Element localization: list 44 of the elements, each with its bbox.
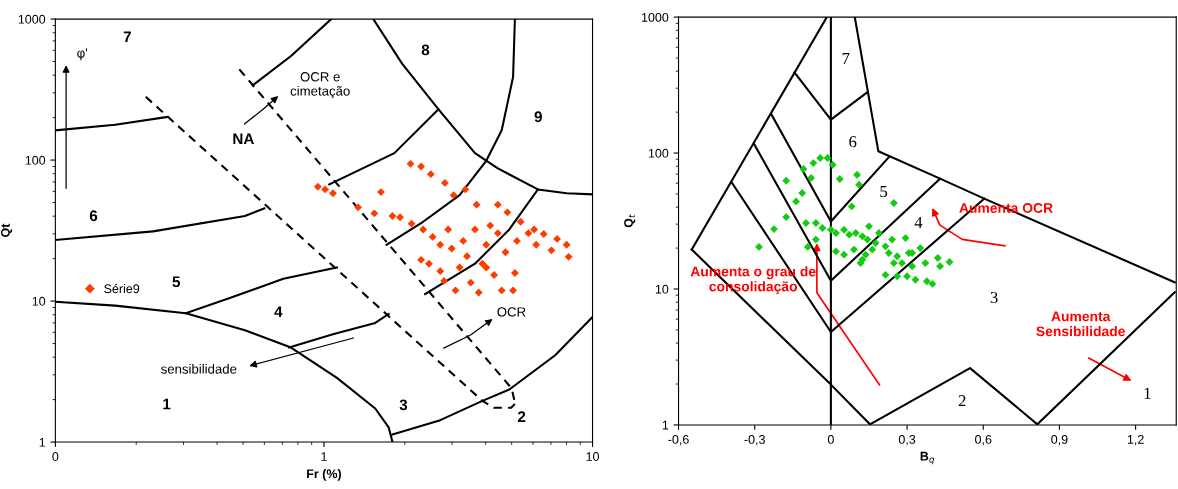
legend-label: Série9 — [104, 283, 140, 294]
annotation: OCR e cimetação — [290, 72, 350, 99]
y-tick-label: 10 — [32, 296, 46, 306]
x-tick-label: 10 — [586, 452, 599, 461]
annotation: 6 — [89, 210, 98, 222]
annotation: 5 — [172, 276, 181, 288]
annotation: φ' — [77, 48, 88, 61]
annotation: 2 — [958, 395, 966, 407]
y-tick-label: 10 — [655, 284, 669, 294]
annotation: 6 — [849, 136, 857, 148]
annotation: 7 — [123, 31, 131, 43]
annotation: 2 — [517, 411, 526, 422]
annotation: 3 — [990, 291, 998, 304]
annotation: Aumenta Sensibilidade — [1036, 311, 1125, 337]
annotation: 4 — [914, 216, 923, 228]
y-tick-label: 1000 — [641, 12, 669, 22]
x-axis-title: B$_{q}$ — [920, 451, 935, 465]
y-axis-title: Qt — [0, 223, 13, 237]
annotation: sensibilidade — [161, 364, 237, 374]
annotation: 4 — [274, 306, 283, 317]
x-axis-title: Fr (%) — [307, 468, 342, 481]
annotation: 9 — [534, 111, 542, 123]
annotation: 5 — [880, 185, 888, 198]
y-tick-label: 100 — [648, 148, 669, 158]
x-tick-label: 1 — [321, 452, 327, 461]
x-tick-label: -0,6 — [668, 434, 689, 446]
annotation: 1 — [163, 398, 171, 410]
y-tick-label: 1 — [662, 420, 669, 430]
x-tick-label: 0,3 — [898, 434, 916, 446]
annotation: 8 — [421, 44, 430, 56]
y-tick-label: 1000 — [18, 14, 46, 24]
x-tick-label: 0 — [827, 434, 834, 444]
annotation: 1 — [1144, 387, 1151, 399]
y-tick-label: 100 — [25, 155, 46, 165]
x-tick-label: 0,9 — [1051, 434, 1068, 446]
x-tick-label: -0,3 — [744, 434, 765, 446]
annotation: 7 — [842, 53, 850, 64]
x-tick-label: 1,2 — [1127, 434, 1144, 446]
annotation: OCR — [497, 307, 526, 317]
annotation: NA — [233, 133, 254, 144]
annotation: 3 — [399, 399, 408, 411]
x-tick-label: 0,6 — [975, 434, 992, 446]
x-tick-label: 0 — [52, 452, 59, 461]
y-axis-title: Q$_{t}$ — [624, 214, 636, 228]
